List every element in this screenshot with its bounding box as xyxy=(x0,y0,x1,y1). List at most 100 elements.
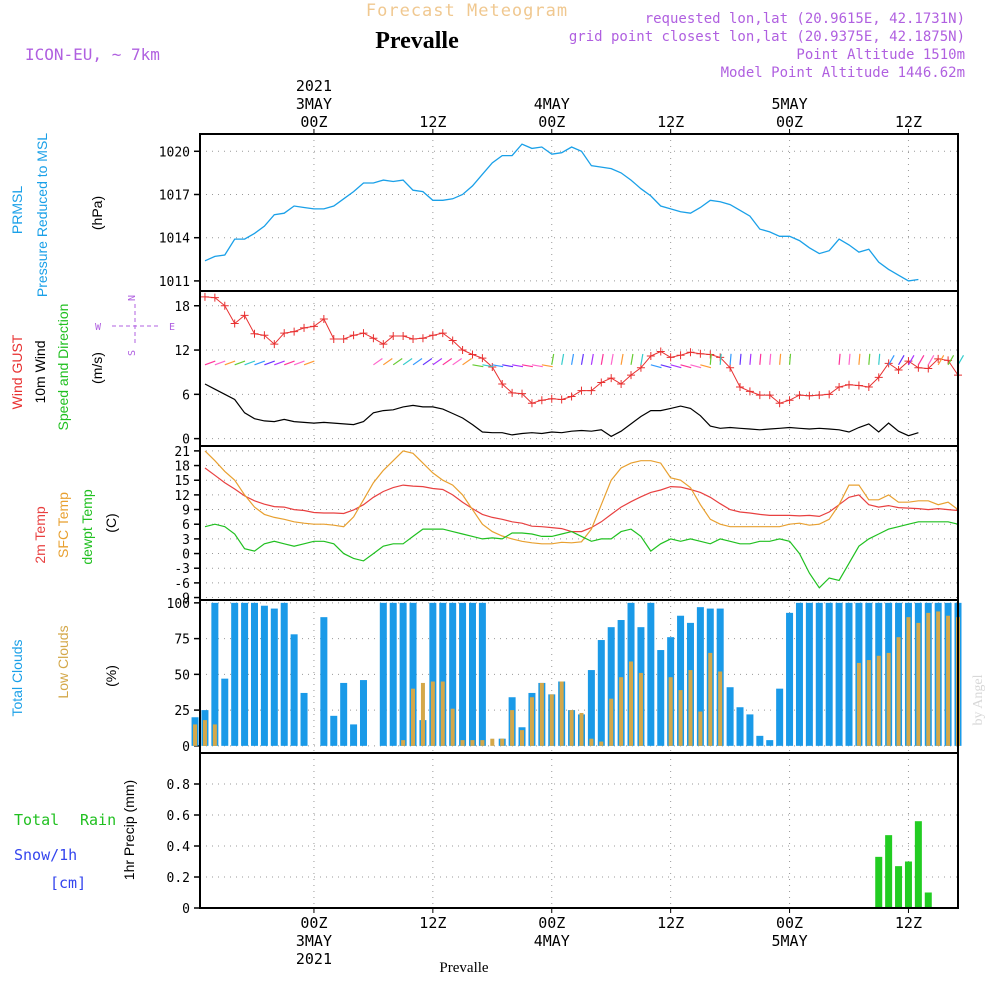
wind-direction-arrow xyxy=(650,364,662,369)
low-cloud-bar xyxy=(866,660,871,746)
wind-direction-arrow xyxy=(293,360,305,366)
y-tick-label: 25 xyxy=(174,704,190,719)
wind-gust-marker xyxy=(220,301,229,310)
wind-gust-marker xyxy=(458,346,467,355)
total-cloud-bar xyxy=(835,602,843,746)
wind-gust-marker xyxy=(835,382,844,391)
compass-n: N xyxy=(127,295,138,301)
total-cloud-bar xyxy=(815,602,823,746)
wind-gust-marker xyxy=(795,391,804,400)
low-cloud-bar xyxy=(520,730,525,746)
bottom-time-label: 12Z xyxy=(895,914,922,932)
y-tick-label: 21 xyxy=(174,445,190,460)
total-cloud-bar xyxy=(280,602,288,746)
total-cloud-bar xyxy=(231,602,239,746)
low-cloud-bar xyxy=(420,682,425,746)
total-cloud-bar xyxy=(340,682,348,746)
temp-dewpt-line xyxy=(204,521,959,589)
wind-direction-arrow xyxy=(670,364,682,369)
total-cloud-bar xyxy=(607,627,615,746)
wind-gust-marker xyxy=(924,364,933,373)
wind-direction-arrow xyxy=(512,364,524,368)
wind-gust-marker xyxy=(894,365,903,374)
wind-gust-marker xyxy=(438,329,447,338)
low-cloud-bar xyxy=(559,681,564,746)
wind-gust-marker xyxy=(696,349,705,358)
wind-direction-arrow xyxy=(234,360,246,366)
y-tick-label: 1014 xyxy=(159,232,190,247)
wind-direction-arrow xyxy=(620,353,624,365)
total-cloud-bar xyxy=(330,715,338,746)
low-cloud-bar xyxy=(856,662,861,746)
total-cloud-bar xyxy=(221,678,229,746)
wind-gust-marker xyxy=(765,391,774,400)
wind-gust-marker xyxy=(329,334,338,343)
total-cloud-bar xyxy=(300,692,308,746)
prmsl-label: PRMSL xyxy=(9,186,25,234)
wind-direction-arrow xyxy=(878,353,881,365)
footer-location: Prevalle xyxy=(439,960,488,976)
wind-direction-arrow xyxy=(472,364,484,368)
wind-direction-arrow xyxy=(432,358,443,366)
bottom-time-label: 12Z xyxy=(657,914,684,932)
wind-direction-arrow xyxy=(412,358,423,366)
low-cloud-bar xyxy=(926,612,931,746)
low-cloud-bar xyxy=(896,637,901,746)
total-cloud-bar xyxy=(766,740,774,746)
y-tick-label: 6 xyxy=(182,388,190,403)
total-cloud-bar xyxy=(320,617,328,746)
y-tick-label: -9 xyxy=(174,592,190,607)
wind-direction-arrow xyxy=(284,360,295,366)
wind-direction-arrow xyxy=(580,353,584,365)
total-cloud-bar xyxy=(211,602,219,746)
low-cloud-bar xyxy=(688,670,693,746)
panel-frame xyxy=(199,752,959,909)
temp-2m-line xyxy=(204,467,959,533)
wind-gust-marker xyxy=(874,373,883,382)
meteogram-title: Forecast Meteogram xyxy=(366,1,568,21)
bottom-time-label: 4MAY xyxy=(534,932,570,950)
total-cloud-bar xyxy=(250,602,258,746)
wind-direction-arrow xyxy=(531,364,543,368)
wind-gust-marker xyxy=(250,329,259,338)
y-tick-label: 12 xyxy=(174,344,190,359)
wind-gust-marker xyxy=(607,374,616,383)
wind-direction-arrow xyxy=(492,364,504,368)
bottom-time-label: 12Z xyxy=(419,914,446,932)
wind-10m-label: 10m Wind xyxy=(32,340,48,403)
wind-gust-marker xyxy=(726,363,735,372)
low-cloud-bar xyxy=(589,738,594,746)
total-cloud-bar xyxy=(379,602,387,746)
top-time-label: 2021 xyxy=(296,77,332,95)
low-cloud-bar xyxy=(202,720,207,746)
wind-gust-marker xyxy=(854,381,863,390)
wind-gust-marker xyxy=(666,353,675,362)
y-tick-label: 0 xyxy=(182,548,190,563)
wind-direction-arrow xyxy=(907,354,915,366)
wind-direction-arrow xyxy=(590,353,594,365)
watermark: by Angel xyxy=(971,674,986,725)
low-cloud-bar xyxy=(599,741,604,746)
low-cloud-bar xyxy=(876,655,881,746)
temp-unit-label: (C) xyxy=(103,513,119,532)
total-cloud-bar xyxy=(776,688,784,746)
wind-compass: N S W E xyxy=(95,295,175,356)
total-cloud-bar xyxy=(795,602,803,746)
wind-gust-marker xyxy=(260,331,269,340)
top-time-label: 00Z xyxy=(776,113,803,131)
wind-direction-arrow xyxy=(927,354,935,366)
wind-gust-marker xyxy=(597,378,606,387)
total-cloud-bar xyxy=(726,687,734,746)
wind-gust-marker xyxy=(636,363,645,372)
top-time-label: 3MAY xyxy=(296,95,332,113)
low-clouds-label: Low Clouds xyxy=(55,625,71,698)
wind-direction-arrow xyxy=(898,354,905,366)
total-cloud-bar xyxy=(647,602,655,746)
low-cloud-bar xyxy=(619,677,624,746)
rain-bar xyxy=(904,861,912,908)
low-cloud-bar xyxy=(678,690,683,746)
total-cloud-bar xyxy=(449,602,457,746)
wind-direction-arrow xyxy=(254,360,266,366)
wind-gust-marker xyxy=(290,327,299,336)
wind-gust-marker xyxy=(210,293,219,302)
